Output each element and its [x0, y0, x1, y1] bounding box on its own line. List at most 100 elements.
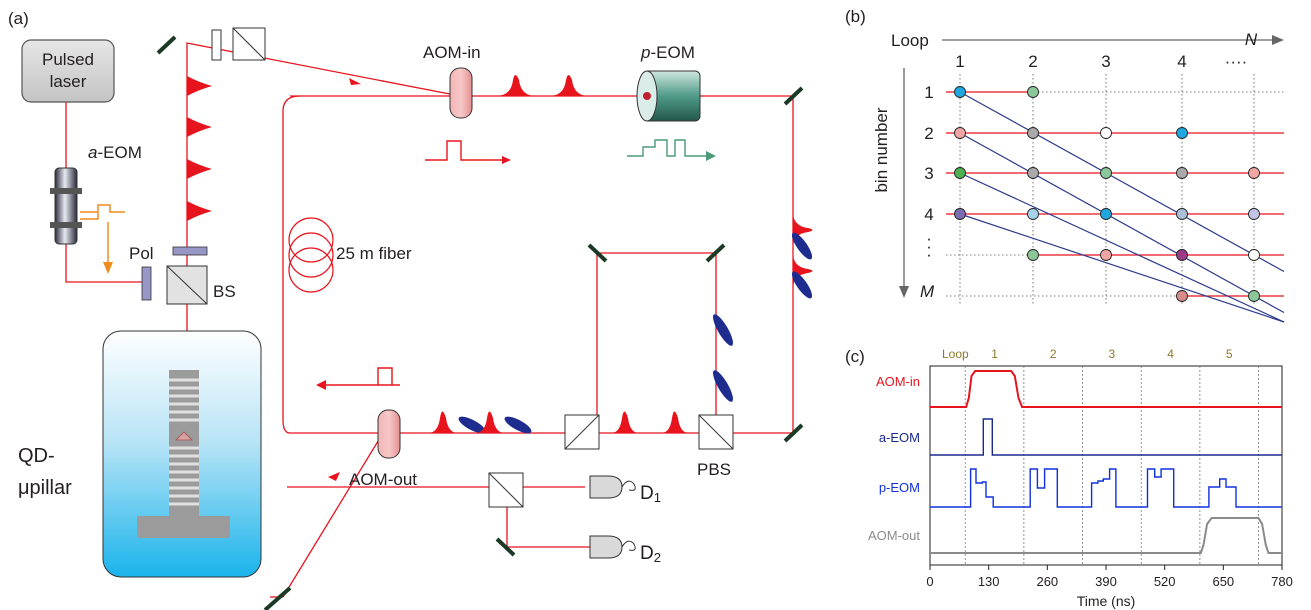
d2-label: D2: [640, 543, 661, 565]
signal-arrow-icon: [502, 156, 511, 164]
bin-dot: [1027, 86, 1039, 98]
x-tick-label: 780: [1271, 574, 1293, 589]
aom-in-device: [449, 67, 473, 119]
panel-b-col-end: N: [1245, 30, 1258, 49]
panel-b-tag: (b): [845, 7, 866, 26]
detector-d2: [589, 535, 623, 559]
cube-diagonal: [232, 27, 266, 61]
pillar-base: [137, 516, 230, 538]
photon-pulses-right: [791, 212, 813, 299]
diagonal-line: [959, 213, 1285, 323]
bin-axis-arrow-icon: [899, 286, 909, 298]
trace-aom-out: [930, 517, 1282, 554]
x-tick-label: 260: [1036, 574, 1058, 589]
cube-diagonal: [564, 414, 600, 450]
photon-pulses-blue-inner: [713, 314, 733, 402]
trace-aom-in: [930, 370, 1282, 408]
bin-axis-label: bin number: [872, 107, 891, 192]
loop-number: 2: [1050, 347, 1057, 361]
photon-pulses-bottom: [428, 411, 689, 434]
a-eom-pulse-signal: [80, 212, 99, 220]
mirror: [587, 243, 608, 263]
col-label: 2: [1028, 52, 1037, 71]
bin-dot: [1176, 290, 1188, 302]
diagonal-line: [959, 91, 1285, 273]
panel-a-tag: (a): [8, 9, 29, 28]
bin-dot: [1248, 208, 1260, 220]
row-label: 4: [924, 205, 933, 224]
mirror: [783, 86, 804, 106]
aom-in-label: AOM-in: [423, 43, 481, 62]
row-label: 1: [924, 83, 933, 102]
a-eom-label: a-EOM: [88, 143, 142, 162]
row-label: 2: [924, 124, 933, 143]
col-label: 3: [1101, 52, 1110, 71]
p-eom-label: p-EOM: [640, 43, 695, 62]
row-label: ·: [926, 237, 932, 256]
bin-dot: [954, 167, 966, 179]
diagonal-line: [959, 132, 1285, 314]
mirror: [263, 586, 292, 610]
row-label: ·: [926, 229, 932, 248]
panel-b: (b) Loop N bin number M 1 2 3 4 ···· 1 2 3 4 ···: [845, 7, 1285, 323]
a-eom-device: [54, 167, 78, 245]
drive-arrow-icon: [103, 262, 113, 274]
bin-dot: [1027, 208, 1039, 220]
aom-out-gate-signal: [322, 367, 400, 386]
col-label: ····: [1225, 52, 1248, 71]
aom-out-device: [377, 409, 401, 459]
bin-dot: [1176, 249, 1188, 261]
x-tick-label: 0: [926, 574, 933, 589]
detector-d1: [589, 475, 623, 499]
loop-number: 5: [1226, 347, 1233, 361]
beam-arrow-icon: [349, 78, 361, 85]
photon-pulses-top: [496, 75, 589, 96]
diagonal-line: [959, 172, 1285, 323]
fiber-label: 25 m fiber: [336, 244, 412, 263]
mirror: [705, 243, 726, 263]
timing-plot-frame: [929, 365, 1283, 566]
loop-number: 3: [1109, 347, 1116, 361]
signal-arrow-icon: [316, 380, 326, 390]
bin-dot: [1100, 127, 1112, 139]
detector-fiber-icon: [621, 480, 636, 491]
timing-x-label: Time (ns): [1077, 593, 1136, 609]
bin-dot: [1027, 249, 1039, 261]
a-eom-pulse-signal: [80, 204, 125, 213]
detector-fiber-icon: [621, 540, 636, 551]
a-eom-ring: [50, 222, 82, 228]
panel-b-row-end: M: [920, 282, 935, 301]
quantum-dot: [175, 431, 193, 441]
bin-dot: [1248, 249, 1260, 261]
timing-plot: 1 2 3 4 5 0 130 260 390 520 650 780 AOM-in a-EOM p-EOM…: [868, 347, 1293, 589]
panel-b-loop-label: Loop: [891, 31, 929, 50]
panel-c-tag: (c): [845, 347, 865, 366]
loop-axis-arrow-icon: [1272, 35, 1284, 45]
col-label: 4: [1177, 52, 1186, 71]
beam-arrow-icon: [328, 472, 340, 481]
bin-dot: [954, 208, 966, 220]
bin-dot: [1100, 167, 1112, 179]
pbs-label: PBS: [697, 460, 731, 479]
bin-dot: [1176, 208, 1188, 220]
panel-c: (c) Loop 1 2 3 4 5 0 130 260 390 520 650 780 AOM-in a…: [845, 347, 1293, 609]
panel-a: (a) Pulsed laser 25 m fiber: [8, 9, 813, 610]
qd-label-1: QD-: [18, 445, 55, 467]
bin-dot: [1248, 167, 1260, 179]
pulsed-laser-label-2: laser: [50, 72, 87, 91]
cube-diagonal: [488, 472, 524, 508]
cube-diagonal: [698, 414, 734, 450]
a-eom-ring: [50, 188, 82, 194]
x-tick-label: 650: [1212, 574, 1234, 589]
loop-number: 1: [991, 347, 998, 361]
trace-label: AOM-in: [876, 374, 920, 389]
mirror: [495, 537, 516, 557]
x-tick-label: 520: [1154, 574, 1176, 589]
bin-dot: [1248, 290, 1260, 302]
p-eom-drive-signal: [627, 139, 711, 157]
trace-a-eom: [930, 418, 1282, 456]
p-eom-aperture: [643, 92, 651, 100]
pulsed-laser-box: [21, 39, 115, 103]
polarizer-top: [172, 246, 208, 256]
